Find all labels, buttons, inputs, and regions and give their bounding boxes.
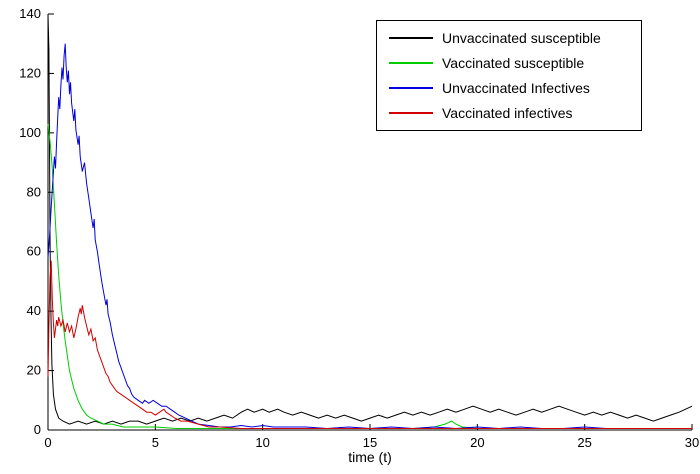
legend-line-swatch [389, 62, 433, 64]
svg-text:5: 5 [152, 435, 159, 450]
svg-text:10: 10 [255, 435, 269, 450]
svg-text:80: 80 [27, 184, 41, 199]
svg-text:100: 100 [19, 125, 41, 140]
svg-text:140: 140 [19, 6, 41, 21]
svg-text:0: 0 [44, 435, 51, 450]
legend-item: Vaccinated susceptible [389, 55, 629, 71]
legend-label: Unvaccinated susceptible [442, 30, 601, 46]
legend-line-swatch [389, 37, 433, 39]
svg-text:20: 20 [27, 363, 41, 378]
svg-text:30: 30 [685, 435, 699, 450]
svg-text:40: 40 [27, 303, 41, 318]
legend-label: Unvaccinated Infectives [442, 80, 590, 96]
legend-label: Vaccinated susceptible [442, 55, 585, 71]
legend-label: Vaccinated infectives [442, 105, 573, 121]
legend-line-swatch [389, 87, 433, 89]
svg-text:20: 20 [470, 435, 484, 450]
x-axis-label: time (t) [348, 449, 392, 465]
legend-item: Unvaccinated Infectives [389, 80, 629, 96]
legend-line-swatch [389, 112, 433, 114]
svg-text:60: 60 [27, 244, 41, 259]
legend: Unvaccinated susceptible Vaccinated susc… [376, 20, 642, 131]
svg-text:120: 120 [19, 65, 41, 80]
svg-text:25: 25 [577, 435, 591, 450]
legend-item: Unvaccinated susceptible [389, 30, 629, 46]
legend-item: Vaccinated infectives [389, 105, 629, 121]
svg-text:15: 15 [363, 435, 377, 450]
svg-text:0: 0 [34, 422, 41, 437]
